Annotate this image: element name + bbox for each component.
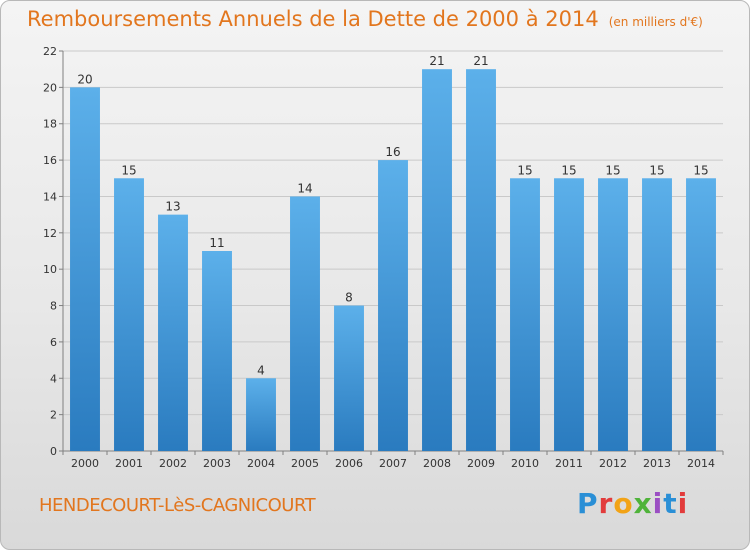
- data-label-2006: 8: [345, 291, 353, 305]
- bar-2007: [378, 160, 408, 451]
- bar-2014: [686, 178, 716, 452]
- y-tick-label: 8: [50, 300, 57, 313]
- x-tick-label-2006: 2006: [335, 457, 363, 470]
- data-label-2007: 16: [385, 145, 400, 159]
- data-label-2008: 21: [429, 54, 444, 68]
- x-tick-label-2004: 2004: [247, 457, 275, 470]
- data-label-2001: 15: [121, 163, 136, 177]
- data-label-2009: 21: [473, 54, 488, 68]
- x-tick-label-2001: 2001: [115, 457, 143, 470]
- bar-2000: [70, 87, 100, 451]
- y-tick-label: 6: [50, 336, 57, 349]
- data-label-2004: 4: [257, 363, 265, 377]
- bar-2009: [466, 69, 496, 451]
- y-tick-label: 14: [43, 190, 57, 203]
- x-tick-label-2014: 2014: [687, 457, 715, 470]
- axis-layer: 0 2 4 6 8 10 12 14 16 18 20 22 2000 2001 2002 2003 2004 2…: [43, 45, 724, 470]
- y-tick-label: 10: [43, 263, 57, 276]
- y-tick-label: 18: [43, 118, 57, 131]
- y-tick-label: 16: [43, 154, 57, 167]
- proxiti-logo: Proxiti: [577, 487, 688, 520]
- chart-title: Remboursements Annuels de la Dette de 20…: [27, 7, 703, 31]
- data-label-2013: 15: [649, 163, 664, 177]
- y-tick-label: 20: [43, 81, 57, 94]
- logo-letter: t: [663, 487, 678, 520]
- y-tick-label: 12: [43, 227, 57, 240]
- x-tick-label-2013: 2013: [643, 457, 671, 470]
- x-tick-label-2002: 2002: [159, 457, 187, 470]
- logo-letter: o: [613, 487, 634, 520]
- y-tick-label: 22: [43, 45, 57, 58]
- x-tick-label-2010: 2010: [511, 457, 539, 470]
- bar-2002: [158, 214, 188, 451]
- data-label-2002: 13: [165, 200, 180, 214]
- data-label-2011: 15: [561, 163, 576, 177]
- data-label-2012: 15: [605, 163, 620, 177]
- y-tick-label: 0: [50, 445, 57, 458]
- commune-name: HENDECOURT-LèS-CAGNICOURT: [39, 495, 316, 516]
- x-tick-label-2011: 2011: [555, 457, 583, 470]
- chart-title-text: Remboursements Annuels de la Dette de 20…: [27, 7, 599, 31]
- data-label-2003: 11: [209, 236, 224, 250]
- bar-2006: [334, 305, 364, 451]
- logo-letter: i: [677, 487, 689, 520]
- data-label-2010: 15: [517, 163, 532, 177]
- bar-2001: [114, 178, 144, 452]
- y-tick-label: 4: [50, 372, 57, 385]
- x-tick-label-2012: 2012: [599, 457, 627, 470]
- data-label-2005: 14: [297, 181, 312, 195]
- label-layer: 20 15 13 11 4 14 8 16 21 21 15 15 15 15 15: [77, 54, 708, 377]
- data-label-2000: 20: [77, 72, 92, 86]
- y-tick-label: 2: [50, 409, 57, 422]
- data-label-2014: 15: [693, 163, 708, 177]
- bar-2004: [246, 378, 276, 451]
- x-tick-label-2007: 2007: [379, 457, 407, 470]
- x-tick-label-2003: 2003: [203, 457, 231, 470]
- bar-2011: [554, 178, 584, 452]
- bar-layer: [70, 69, 716, 452]
- chart-unit: (en milliers d'€): [608, 15, 703, 29]
- bar-2013: [642, 178, 672, 452]
- bar-2010: [510, 178, 540, 452]
- bar-2012: [598, 178, 628, 452]
- logo-letter: i: [652, 487, 664, 520]
- x-tick-label-2009: 2009: [467, 457, 495, 470]
- x-tick-label-2000: 2000: [71, 457, 99, 470]
- logo-letter: P: [577, 487, 599, 520]
- x-tick-label-2005: 2005: [291, 457, 319, 470]
- logo-letter: r: [598, 487, 614, 520]
- logo-letter: x: [633, 487, 653, 520]
- bar-2003: [202, 251, 232, 451]
- bar-2005: [290, 196, 320, 451]
- bar-2008: [422, 69, 452, 451]
- x-tick-label-2008: 2008: [423, 457, 451, 470]
